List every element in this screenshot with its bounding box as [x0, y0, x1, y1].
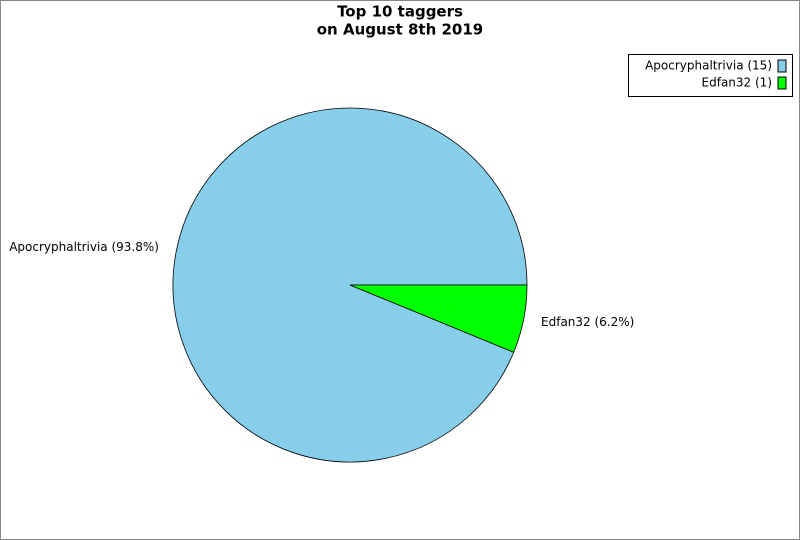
legend-swatch [777, 59, 787, 73]
slice-label: Edfan32 (6.2%) [541, 315, 634, 329]
legend-swatch [777, 76, 787, 90]
chart-title: Top 10 taggers [337, 3, 463, 21]
legend-label: Edfan32 (1) [702, 76, 772, 90]
legend-label: Apocryphaltrivia (15) [645, 59, 772, 73]
legend-box [628, 54, 793, 97]
pie-slice [349, 284, 528, 353]
chart-subtitle: on August 8th 2019 [317, 21, 484, 39]
slice-label: Apocryphaltrivia (93.8%) [9, 240, 159, 254]
